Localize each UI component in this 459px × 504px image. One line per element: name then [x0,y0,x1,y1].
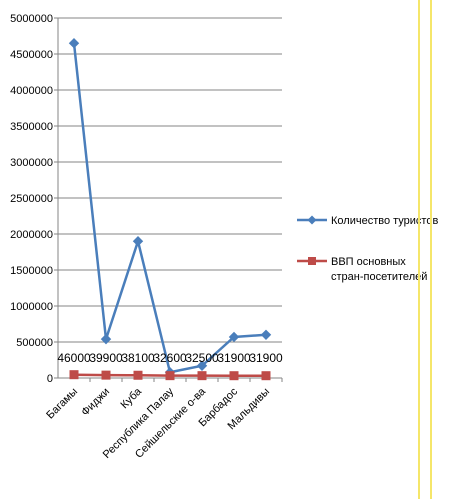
legend: Количество туристов ВВП основных стран-пос… [297,215,438,283]
legend-label-1: Количество туристов [331,215,438,227]
y-axis-ticks: 0 500000 1000000 1500000 2000000 2500000 30000… [10,13,53,385]
data-point [261,371,271,381]
data-point [228,331,240,343]
legend-label-2-line-2: стран-посетителей [331,271,427,283]
legend-marker-2 [308,257,316,265]
data-label: 38100 [121,351,155,365]
x-tick-label: Фиджи [79,386,112,419]
data-label: 39900 [89,351,123,365]
y-tick-label: 4000000 [10,85,53,97]
y-tick-label: 0 [47,373,53,385]
x-tick-label: Багамы [44,386,80,422]
data-point [196,360,208,371]
y-tick-label: 500000 [16,337,53,349]
page-guide-line-left [418,0,420,499]
y-tick-label: 5000000 [10,13,53,25]
y-tick-label: 1500000 [10,265,53,277]
series-line-1 [72,43,267,374]
x-tick-label: Куба [119,385,145,411]
y-tick-label: 3000000 [10,157,53,169]
gridlines [58,17,282,343]
data-label: 31900 [249,351,283,365]
data-point [132,235,144,247]
data-point [68,37,80,49]
y-tick-label: 3500000 [10,121,53,133]
series [68,37,272,381]
y-tick-label: 2500000 [10,193,53,205]
data-point [100,333,112,345]
data-point [133,370,143,380]
data-point [165,371,175,381]
data-point [229,371,239,381]
y-tick-label: 2000000 [10,229,53,241]
y-tick-label: 1000000 [10,301,53,313]
axes [54,17,283,382]
data-point [101,370,111,380]
data-label: 31900 [217,351,251,365]
data-point [260,329,272,341]
page-guide-line-right [430,0,432,499]
data-label: 46000 [57,351,91,365]
data-label: 32500 [185,351,219,365]
legend-label-2-line-1: ВВП основных [331,256,406,268]
data-point [197,371,207,381]
data-label: 32600 [153,351,187,365]
data-point [69,370,79,380]
y-tick-label: 4500000 [10,49,53,61]
legend-marker-1 [307,215,317,225]
